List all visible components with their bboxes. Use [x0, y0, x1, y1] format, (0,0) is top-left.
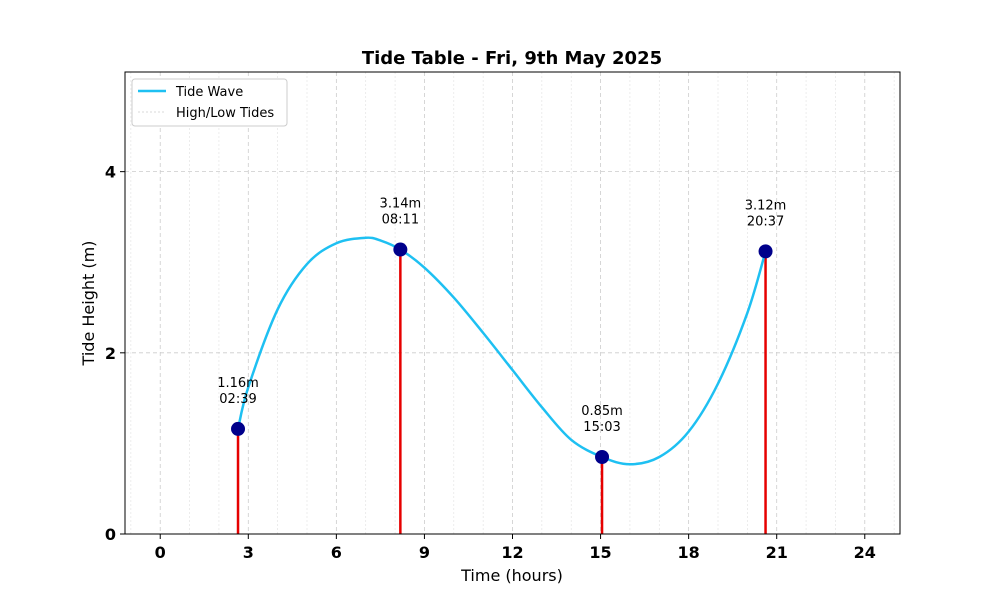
legend-wave-label: Tide Wave [175, 85, 243, 100]
y-tick-label: 0 [105, 525, 116, 544]
tide-wave-line [236, 236, 767, 466]
x-tick-label: 6 [331, 543, 342, 562]
x-tick-label: 21 [766, 543, 788, 562]
x-tick-label: 9 [419, 543, 430, 562]
tide-height-label: 1.16m [217, 376, 259, 391]
x-axis-label: Time (hours) [460, 566, 563, 585]
y-axis-label: Tide Height (m) [79, 241, 98, 367]
tide-event-marker [393, 242, 408, 257]
tide-time-label: 15:03 [583, 420, 620, 435]
tide-event-marker [231, 421, 246, 436]
tide-time-label: 20:37 [747, 214, 784, 229]
legend: Tide Wave High/Low Tides [131, 78, 288, 127]
x-tick-label: 3 [243, 543, 254, 562]
y-tick-label: 2 [105, 344, 116, 363]
tide-event-marker [595, 450, 610, 464]
tide-height-label: 3.14m [380, 197, 422, 212]
x-tick-label: 15 [589, 543, 611, 562]
x-tick-label: 24 [854, 543, 876, 562]
chart-title: Tide Table - Fri, 9th May 2025 [362, 48, 662, 69]
x-tick-label: 18 [678, 543, 700, 562]
tide-event-markers [231, 242, 773, 464]
tide-time-label: 08:11 [382, 213, 419, 228]
x-tick-label: 12 [501, 543, 523, 562]
tide-event-marker [758, 244, 773, 259]
tide-time-label: 02:39 [219, 392, 256, 407]
tide-height-label: 0.85m [581, 404, 623, 419]
legend-tides-label: High/Low Tides [176, 106, 274, 121]
y-tick-label: 4 [105, 163, 116, 182]
tide-event-lines [236, 249, 767, 534]
tide-height-label: 3.12m [745, 198, 787, 213]
legend-box [131, 78, 288, 127]
x-tick-label: 0 [155, 543, 166, 562]
